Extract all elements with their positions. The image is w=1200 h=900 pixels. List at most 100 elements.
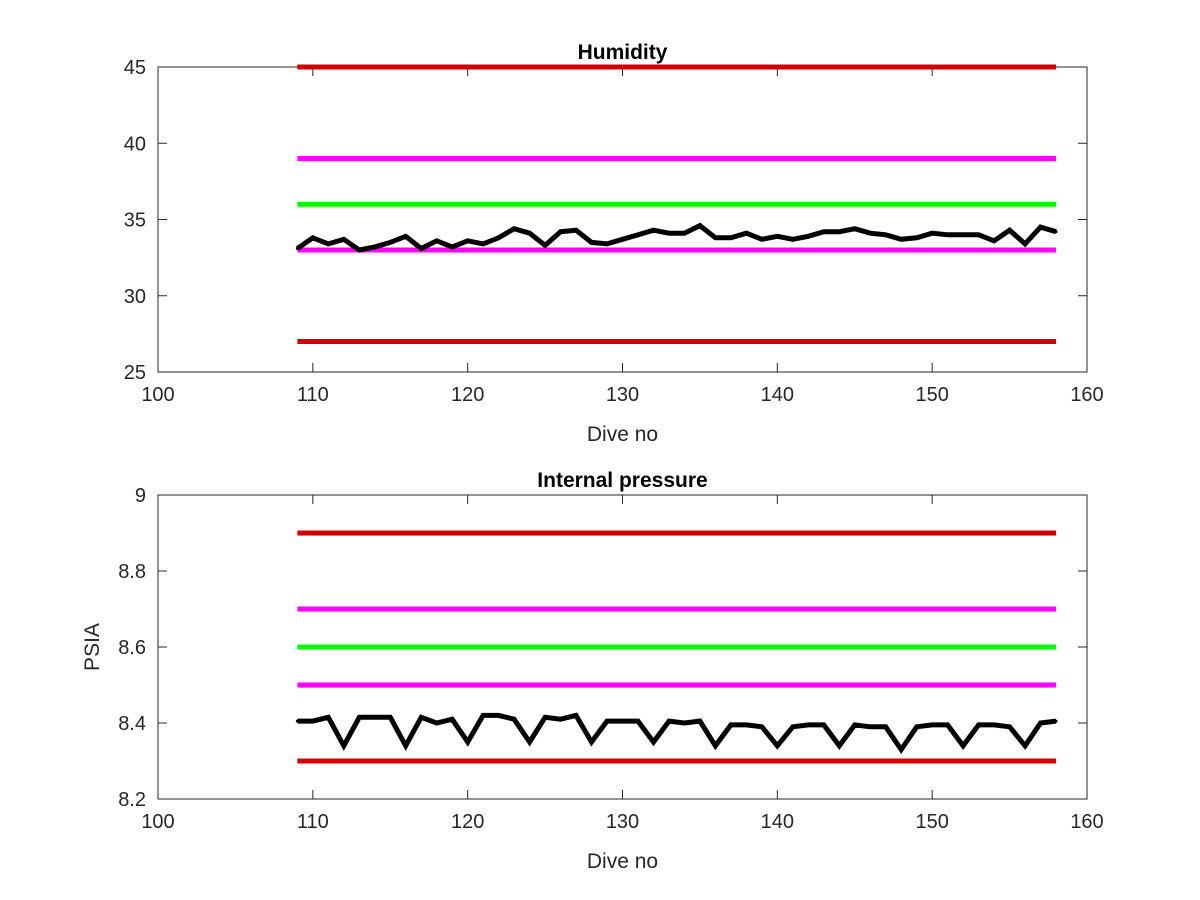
data-point (404, 234, 408, 238)
data-point (791, 725, 795, 729)
data-point (295, 246, 299, 250)
x-tick-label: 130 (606, 811, 639, 833)
data-point (1008, 228, 1012, 232)
data-series-line (297, 712, 1057, 755)
data-point (651, 228, 655, 232)
data-point (977, 233, 981, 237)
data-point (497, 713, 501, 717)
data-point (512, 717, 516, 721)
data-point (342, 744, 346, 748)
data-point (667, 231, 671, 235)
data-point (806, 234, 810, 238)
data-point (853, 723, 857, 727)
data-point (884, 725, 888, 729)
data-point (590, 740, 594, 744)
data-point (791, 237, 795, 241)
data-point (744, 231, 748, 235)
y-tick-label: 8.8 (118, 561, 146, 583)
data-point (466, 740, 470, 744)
data-point (899, 237, 903, 241)
data-point (868, 725, 872, 729)
y-tick-label: 9 (135, 485, 146, 507)
y-tick-label: 8.4 (118, 713, 146, 735)
data-point (435, 239, 439, 243)
x-axis-label: Dive no (587, 423, 658, 446)
internal-pressure-chart: 100 110 120 130 140 150 160 8.2 8.4 8.6 8.8 9 Intern… (81, 469, 1104, 873)
data-point (884, 233, 888, 237)
x-tick-label: 130 (606, 384, 639, 406)
data-point (651, 740, 655, 744)
data-point (760, 725, 764, 729)
y-axis-label: PSIA (81, 623, 104, 671)
chart-title: Internal pressure (537, 469, 707, 492)
data-point (775, 234, 779, 238)
data-point (481, 242, 485, 246)
data-point (373, 245, 377, 249)
data-point (868, 231, 872, 235)
data-point (837, 230, 841, 234)
chart-title: Humidity (578, 41, 668, 64)
data-point (698, 719, 702, 723)
data-point (930, 723, 934, 727)
data-point (744, 723, 748, 727)
x-tick-label: 150 (915, 811, 948, 833)
data-point (388, 715, 392, 719)
data-point (961, 233, 965, 237)
data-point (636, 233, 640, 237)
data-point (621, 719, 624, 723)
data-point (621, 237, 624, 241)
data-point (1039, 721, 1043, 725)
data-point (574, 228, 578, 232)
y-tick-label: 45 (124, 57, 146, 79)
data-point (636, 719, 640, 723)
data-point (419, 715, 423, 719)
data-point (682, 231, 686, 235)
y-tick-label: 8.2 (118, 789, 146, 811)
data-point (543, 243, 547, 247)
data-point (822, 723, 826, 727)
data-point (419, 246, 423, 250)
data-point (1008, 725, 1012, 729)
data-point (326, 715, 330, 719)
data-point (775, 744, 779, 748)
data-point (853, 227, 857, 231)
data-point (915, 236, 919, 240)
data-point (1023, 744, 1027, 748)
data-point (1054, 719, 1058, 723)
data-point (729, 236, 733, 240)
axes-box (157, 66, 1088, 373)
data-point (992, 239, 996, 243)
data-point (1039, 225, 1043, 229)
data-point (574, 713, 578, 717)
x-tick-label: 150 (915, 384, 948, 406)
data-point (404, 744, 408, 748)
data-point (992, 723, 996, 727)
humidity-chart: 100 110 120 130 140 150 160 25 30 35 40 45 Humidity D… (124, 41, 1104, 446)
data-point (481, 713, 485, 717)
x-tick-label: 110 (297, 384, 329, 406)
data-point (342, 237, 346, 241)
y-tick-label: 35 (124, 210, 146, 232)
data-point (977, 723, 981, 727)
data-point (497, 236, 501, 240)
data-point (713, 236, 717, 240)
data-point (528, 740, 532, 744)
data-point (946, 723, 950, 727)
x-tick-label: 100 (141, 811, 174, 833)
data-point (682, 721, 686, 725)
data-point (806, 723, 810, 727)
data-point (1054, 230, 1058, 234)
data-point (466, 239, 470, 243)
y-tick-label: 8.6 (118, 637, 146, 659)
data-point (698, 224, 702, 228)
data-point (729, 723, 733, 727)
data-point (930, 231, 934, 235)
data-series-line (295, 222, 1057, 253)
data-point (512, 227, 516, 231)
data-point (528, 231, 532, 235)
data-point (667, 719, 671, 723)
data-point (373, 715, 377, 719)
data-point (326, 242, 330, 246)
data-point (713, 744, 717, 748)
